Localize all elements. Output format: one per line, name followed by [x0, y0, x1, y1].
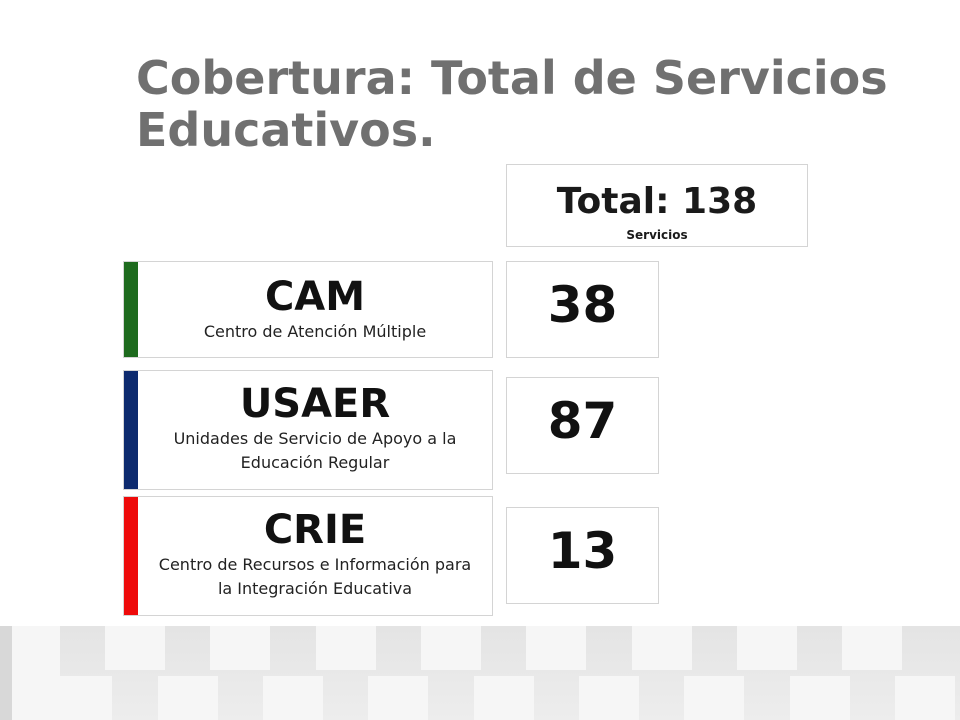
category-abbreviation: USAER	[239, 381, 391, 427]
page-title: Cobertura: Total de Servicios Educativos…	[136, 51, 888, 157]
category-value-box-cam: 38	[506, 261, 659, 358]
category-abbreviation: CAM	[264, 274, 366, 320]
category-card-crie: CRIE Centro de Recursos e Información pa…	[123, 496, 493, 616]
category-card-usaer: USAER Unidades de Servicio de Apoyo a la…	[123, 370, 493, 490]
category-description: Centro de Recursos e Información para la…	[158, 555, 472, 598]
category-card-cam: CAM Centro de Atención Múltiple	[123, 261, 493, 358]
total-box: Total: 138 Servicios	[506, 164, 808, 247]
total-sublabel: Servicios	[626, 228, 688, 242]
total-label: Total: 138	[556, 181, 758, 222]
category-description: Unidades de Servicio de Apoyo a la Educa…	[173, 429, 457, 472]
category-color-bar	[124, 497, 138, 615]
category-color-bar	[124, 371, 138, 489]
category-value: 38	[547, 276, 618, 334]
category-color-bar	[124, 262, 138, 357]
decorative-footer	[0, 626, 960, 720]
category-value-box-usaer: 87	[506, 377, 659, 474]
category-value: 13	[547, 522, 618, 580]
category-value-box-crie: 13	[506, 507, 659, 604]
category-value: 87	[547, 392, 618, 450]
category-abbreviation: CRIE	[263, 507, 367, 553]
category-description: Centro de Atención Múltiple	[203, 322, 427, 341]
